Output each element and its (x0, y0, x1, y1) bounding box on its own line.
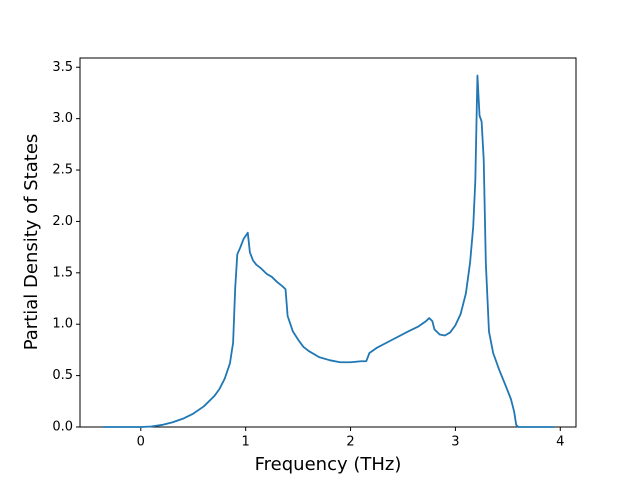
y-tick-label: 2.0 (52, 214, 73, 229)
y-tick-label: 1.0 (52, 317, 73, 332)
x-tick-label: 4 (556, 435, 564, 450)
x-tick-label: 1 (242, 435, 250, 450)
y-tick-label: 3.0 (52, 111, 73, 126)
y-tick-label: 1.5 (52, 265, 73, 280)
x-tick-label: 0 (137, 435, 145, 450)
x-tick-label: 2 (346, 435, 354, 450)
plot-frame (79, 57, 577, 428)
y-tick-label: 2.5 (52, 163, 73, 178)
y-axis-label: Partial Density of States (21, 134, 42, 351)
y-tick-label: 3.5 (52, 60, 73, 75)
line-series (103, 74, 554, 428)
y-tick-label: 0.0 (52, 420, 73, 435)
x-axis-label: Frequency (THz) (255, 454, 402, 475)
x-tick-label: 3 (451, 435, 459, 450)
y-tick-label: 0.5 (52, 368, 73, 383)
